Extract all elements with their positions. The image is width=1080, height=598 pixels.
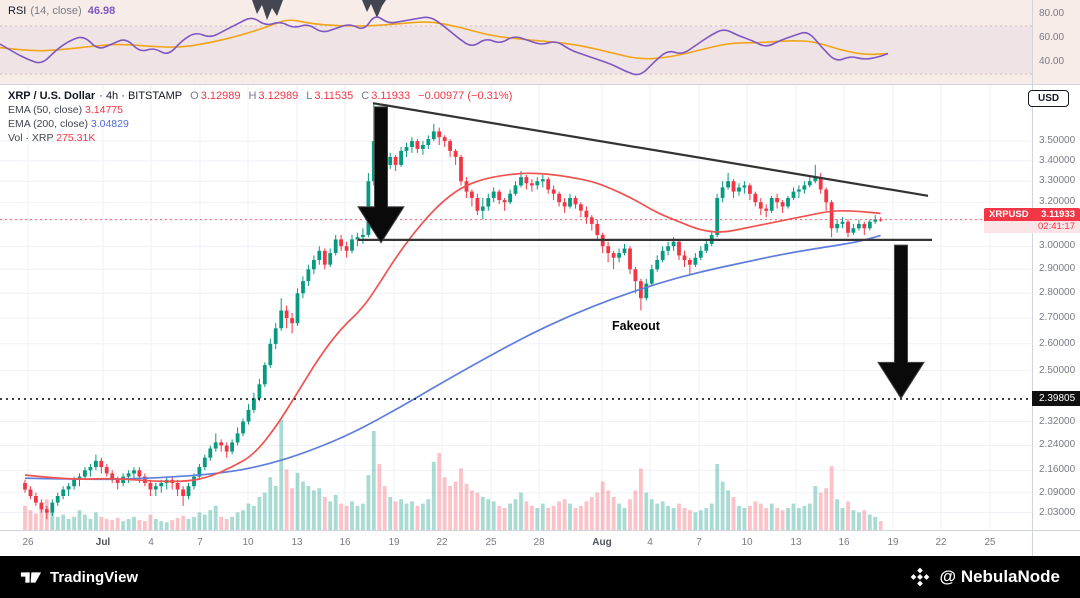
rsi-pane: RSI (14, close) 46.98 80.00 60.00 40.00 xyxy=(0,0,1080,85)
time-axis-label: 22 xyxy=(436,537,448,548)
price-axis-label: 3.30000 xyxy=(1039,175,1076,186)
price-axis-label: 3.50000 xyxy=(1039,135,1076,146)
top-volume-spike-2 xyxy=(362,0,386,18)
main-chart-canvas[interactable] xyxy=(0,85,1032,530)
top-volume-spike-1 xyxy=(252,0,283,20)
rsi-canvas[interactable] xyxy=(0,0,1032,85)
down-arrow-2[interactable] xyxy=(877,244,925,400)
price-scale[interactable]: 3.50000 3.40000 3.30000 3.20000 3.00000 2.900… xyxy=(1032,85,1080,530)
price-scale-divider xyxy=(1032,0,1033,556)
ema50-line[interactable] xyxy=(24,172,881,483)
rsi-params: (14, close) xyxy=(30,5,82,17)
tradingview-brand[interactable]: TradingView xyxy=(20,566,138,588)
price-axis-label: 2.60000 xyxy=(1039,338,1076,349)
time-axis-label: Jul xyxy=(95,537,111,548)
rsi-line xyxy=(0,16,889,76)
time-axis-label: 28 xyxy=(533,537,545,548)
volume-value: 275.31K xyxy=(56,132,96,144)
symbol-legend-row[interactable]: XRP / U.S. Dollar · 4h · BITSTAMP O 3.12989… xyxy=(8,90,512,103)
time-axis-label: 25 xyxy=(485,537,497,548)
high-label: H xyxy=(248,90,257,102)
time-axis-label: 19 xyxy=(887,537,899,548)
footer-bar: TradingView @ NebulaNode xyxy=(0,556,1080,598)
time-axis-label: 13 xyxy=(790,537,802,548)
close-value: 3.11933 xyxy=(371,90,411,102)
fakeout-annotation[interactable]: Fakeout xyxy=(612,319,660,333)
time-axis-label: 19 xyxy=(388,537,400,548)
low-label: L xyxy=(306,90,313,102)
down-arrow-1[interactable] xyxy=(357,106,405,244)
volume-histogram xyxy=(23,420,883,530)
rsi-ma-line xyxy=(0,19,889,60)
symbol-meta: · 4h · BITSTAMP xyxy=(99,90,183,102)
time-axis-label: 4 xyxy=(647,537,653,548)
time-axis-label: 16 xyxy=(838,537,850,548)
time-scale[interactable]: 26 Jul 4 7 10 13 16 19 22 25 28 Aug 4 7 10 13 16 19 22 25 xyxy=(0,530,1080,556)
volume-legend-row[interactable]: Vol · XRP 275.31K xyxy=(8,132,512,145)
ema50-label: EMA (50, close) xyxy=(8,104,83,116)
watermark-handle: @ NebulaNode xyxy=(909,566,1060,588)
price-axis-label: 3.00000 xyxy=(1039,240,1076,251)
target-price-badge: 2.39805 xyxy=(1032,391,1080,406)
price-axis-label: 2.70000 xyxy=(1039,312,1076,323)
symbol-title[interactable]: XRP / U.S. Dollar xyxy=(8,90,96,102)
rsi-indicator-title[interactable]: RSI xyxy=(8,5,27,17)
ema50-value: 3.14775 xyxy=(85,104,124,116)
time-axis-label: 4 xyxy=(148,537,154,548)
time-axis-label: 25 xyxy=(984,537,996,548)
price-axis-label: 3.20000 xyxy=(1039,196,1076,207)
time-axis-label: 10 xyxy=(741,537,753,548)
rsi-value: 46.98 xyxy=(87,5,116,17)
bar-countdown: 02:41:17 xyxy=(984,221,1080,233)
price-axis-label: 2.90000 xyxy=(1039,263,1076,274)
main-chart-pane: XRP / U.S. Dollar · 4h · BITSTAMP O 3.12989… xyxy=(0,85,1080,530)
rsi-price-scale[interactable]: 80.00 60.00 40.00 xyxy=(1032,0,1080,84)
ema200-label: EMA (200, close) xyxy=(8,118,88,130)
rsi-legend[interactable]: RSI (14, close) 46.98 xyxy=(8,5,115,17)
volume-label: Vol · XRP xyxy=(8,132,54,144)
watermark-text: @ NebulaNode xyxy=(939,567,1060,586)
time-axis-label: 10 xyxy=(242,537,254,548)
price-axis-label: 2.80000 xyxy=(1039,287,1076,298)
price-axis-label: 2.16000 xyxy=(1039,464,1076,475)
time-axis-label: 16 xyxy=(339,537,351,548)
rsi-axis-label: 40.00 xyxy=(1039,56,1065,67)
price-axis-label: 3.40000 xyxy=(1039,155,1076,166)
ema200-value: 3.04829 xyxy=(90,118,129,130)
chart-legend: XRP / U.S. Dollar · 4h · BITSTAMP O 3.12989… xyxy=(8,89,512,145)
descending-trendline[interactable] xyxy=(372,102,929,197)
price-axis-label: 2.03000 xyxy=(1039,507,1076,518)
rsi-axis-label: 60.00 xyxy=(1039,32,1065,43)
low-value: 3.11535 xyxy=(314,90,354,102)
candles-layer xyxy=(23,103,883,520)
time-axis-label: 13 xyxy=(291,537,303,548)
currency-toggle-button[interactable]: USD xyxy=(1028,90,1070,107)
grid-layer xyxy=(0,85,1032,530)
last-price-symbol: XRPUSD xyxy=(989,209,1029,220)
ema200-legend-row[interactable]: EMA (200, close) 3.04829 xyxy=(8,118,512,131)
binance-diamond-icon xyxy=(910,567,929,587)
high-value: 3.12989 xyxy=(258,90,299,102)
time-axis-label: 26 xyxy=(22,537,34,548)
price-axis-label: 2.09000 xyxy=(1039,487,1076,498)
close-label: C xyxy=(361,90,370,102)
open-value: 3.12989 xyxy=(200,90,241,102)
time-axis-label: 7 xyxy=(696,537,702,548)
rsi-axis-label: 80.00 xyxy=(1039,8,1065,19)
last-price-value: 3.11933 xyxy=(1041,209,1075,220)
last-price-badge: XRPUSD 3.11933 02:41:17 xyxy=(984,208,1080,233)
open-label: O xyxy=(190,90,199,102)
tradingview-logo-icon xyxy=(20,572,42,583)
tradingview-brand-text: TradingView xyxy=(50,568,139,586)
price-axis-label: 2.32000 xyxy=(1039,416,1076,427)
time-axis-label: 7 xyxy=(197,537,203,548)
time-axis-label: Aug xyxy=(592,537,612,548)
ema200-line[interactable] xyxy=(24,234,881,481)
price-axis-label: 2.50000 xyxy=(1039,365,1076,376)
price-axis-label: 2.24000 xyxy=(1039,439,1076,450)
time-axis-label: 22 xyxy=(935,537,947,548)
change-value: −0.00977 (−0.31%) xyxy=(418,90,513,102)
ema50-legend-row[interactable]: EMA (50, close) 3.14775 xyxy=(8,104,512,117)
